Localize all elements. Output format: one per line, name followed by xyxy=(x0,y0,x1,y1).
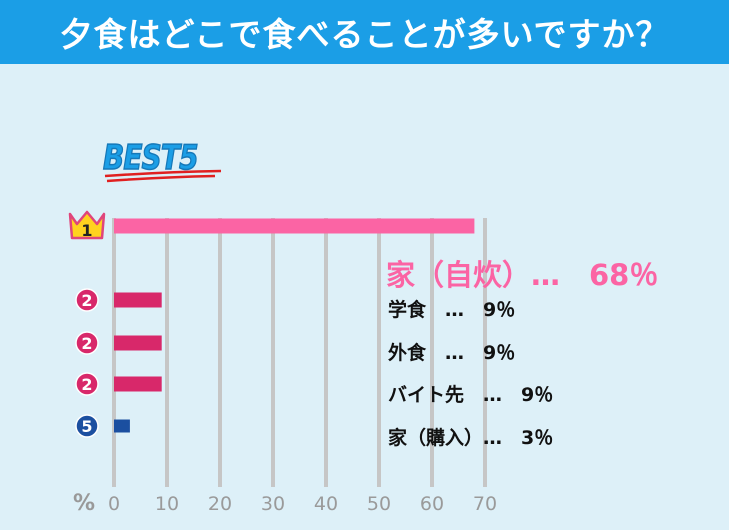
x-tick-labels: 0 10 20 30 40 50 60 70 xyxy=(108,493,497,515)
label-home-bought: 家（購入）… 3％ xyxy=(388,427,554,449)
rank-number: 2 xyxy=(81,375,92,394)
bar-1 xyxy=(114,218,475,234)
label-cafeteria: 学食 … 9％ xyxy=(388,299,516,321)
best5-underline xyxy=(104,169,222,183)
crown-icon: 1 xyxy=(68,210,106,240)
bar-2 xyxy=(114,292,162,308)
grid-lines xyxy=(112,218,487,487)
rank-badge-4: 2 xyxy=(75,372,99,396)
label-part-time-job: バイト先 … 9％ xyxy=(388,384,554,406)
x-tick-label: 50 xyxy=(367,493,391,515)
rank-number: 1 xyxy=(81,221,92,240)
bars xyxy=(114,218,475,433)
rank-number: 2 xyxy=(81,291,92,310)
bar-5 xyxy=(114,419,130,433)
x-tick-label: 20 xyxy=(208,493,232,515)
rank-number: 2 xyxy=(81,334,92,353)
label-eating-out: 外食 … 9％ xyxy=(388,342,516,364)
bar-4 xyxy=(114,376,162,392)
label-home-cooking: 家（自炊）… 68％ xyxy=(386,258,659,292)
x-tick-label: 10 xyxy=(155,493,179,515)
rank-number: 5 xyxy=(81,417,92,436)
x-tick-label: 30 xyxy=(261,493,285,515)
axis-unit-label: % xyxy=(73,491,95,516)
x-tick-label: 70 xyxy=(473,493,497,515)
bar-3 xyxy=(114,335,162,351)
best5-badge: BEST5 xyxy=(102,137,233,186)
page-title: 夕食はどこで食べることが多いですか？ xyxy=(59,15,670,54)
x-tick-label: 60 xyxy=(420,493,444,515)
x-tick-label: 0 xyxy=(108,493,120,515)
x-tick-label: 40 xyxy=(314,493,338,515)
rank-badge-3: 2 xyxy=(75,331,99,355)
title-bar: 夕食はどこで食べることが多いですか？ xyxy=(0,0,729,64)
rank-badges: 1 2 2 2 5 xyxy=(68,210,106,438)
rank-badge-5: 5 xyxy=(75,414,99,438)
rank-badge-2: 2 xyxy=(75,288,99,312)
